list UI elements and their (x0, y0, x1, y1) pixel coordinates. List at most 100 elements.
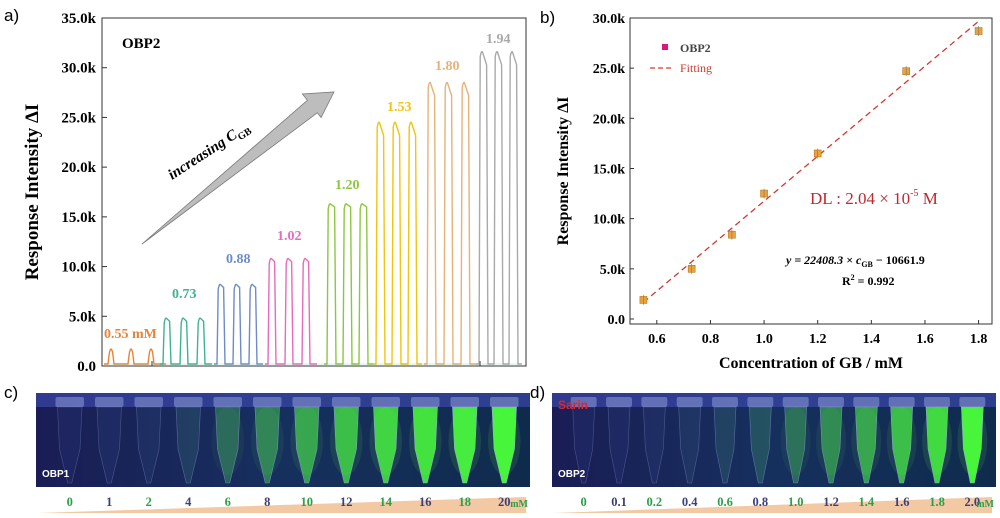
y-tick-label: 30.0k (593, 12, 626, 27)
concentration-label: 12 (340, 495, 353, 509)
concentration-label: 14 (380, 495, 393, 509)
chart-b-frame (629, 17, 993, 325)
x-tick-label: 1.8 (970, 332, 988, 347)
tube-glow (816, 407, 846, 475)
tube (713, 406, 737, 484)
concentration-ramp-d: 0 0.1 0.2 0.4 0.6 0.8 1.0 1.2 1.4 1.6 1.8 2.0mM (554, 495, 995, 513)
concentration-label: 0.6 (717, 495, 733, 509)
y-tick-label: 20.0k (593, 112, 626, 127)
series-label: 1.80 (435, 59, 460, 74)
tube (643, 406, 666, 484)
tube (254, 406, 280, 484)
tube (491, 406, 517, 484)
tube-cap (641, 397, 668, 407)
tube-glow (211, 407, 244, 475)
concentration-unit: mM (976, 499, 994, 510)
trace-series (214, 283, 263, 365)
tube-glow (957, 407, 988, 475)
tube (749, 406, 772, 484)
tube-cap (371, 397, 400, 407)
tube-cap (712, 397, 738, 407)
y-tick-label: 15.0k (61, 210, 96, 226)
trace-series (373, 121, 422, 365)
x-tick-label: 1.0 (755, 332, 773, 347)
concentration-label: 1 (106, 495, 112, 509)
trace-series (104, 348, 166, 365)
legend-label-obp2: OBP2 (680, 41, 711, 55)
chart-a-y-axis-label: Response Intensity ΔI (22, 104, 43, 281)
r-squared: R2 = 0.992 (842, 273, 895, 288)
concentration-label: 20 (498, 495, 511, 509)
tube (678, 406, 701, 484)
y-tick-label: 25.0k (593, 62, 626, 77)
concentration-label: 2 (146, 495, 152, 509)
tube-cap (213, 397, 242, 407)
trace-series (265, 257, 317, 365)
response-trace-chart: 0.0 5.0k 10.0k 15.0k 20.0k 25.0k 30.0k 35.0k 0.… (22, 11, 527, 375)
tube (412, 406, 438, 484)
tube (57, 406, 83, 484)
concentration-unit: mM (510, 499, 528, 510)
tube-cap (924, 397, 950, 407)
series-label: 1.53 (387, 100, 412, 115)
concentration-label: 1.0 (788, 495, 804, 509)
calibration-chart: 0.0 5.0k 10.0k 15.0k 20.0k 25.0k 30.0k 0.6 0.8 1.… (555, 12, 993, 372)
fit-equation: y = 22408.3 × cGB − 10661.9 (784, 253, 925, 269)
fitting-line (642, 20, 980, 303)
x-tick-label: 1.6 (916, 332, 934, 347)
tube (333, 406, 359, 484)
tube-cap (490, 397, 519, 407)
concentration-label: 0 (67, 495, 73, 509)
tube-glow (780, 407, 811, 475)
trace-series (324, 203, 373, 365)
tube-cap (134, 397, 163, 407)
tube-cap (55, 397, 84, 407)
tube (136, 406, 162, 484)
x-tick-label: 1.2 (809, 332, 827, 347)
tube-cap (676, 397, 703, 407)
tube-glow (251, 407, 284, 475)
series-label: 1.02 (277, 229, 302, 244)
tube-glow (488, 407, 521, 475)
tube (819, 406, 843, 484)
tube (215, 406, 241, 484)
series-label: 0.88 (226, 252, 251, 267)
photo-obp2-tubes: Sarin OBP2 (552, 393, 996, 487)
tube (373, 406, 399, 484)
tube (572, 406, 595, 484)
y-tick-label: 5.0k (600, 263, 626, 278)
y-tick-label: 10.0k (593, 213, 626, 228)
photo-background (36, 393, 530, 487)
photo-obp1-tubes: OBP1 (36, 393, 530, 487)
tube-cap (888, 397, 915, 407)
tube-cap (253, 397, 282, 407)
tube-glow (448, 407, 481, 475)
y-tick-label: 20.0k (61, 160, 96, 176)
concentration-ramp-c: 0 1 2 4 6 8 10 12 14 16 18 20 mM (38, 495, 529, 513)
concentration-label: 8 (264, 495, 270, 509)
photo-d-agent-label: Sarin (558, 398, 589, 412)
tube-glow (922, 407, 952, 475)
trace-series (476, 50, 522, 365)
tube-glow (851, 407, 882, 475)
tube (925, 406, 949, 484)
concentration-label: 1.2 (823, 495, 839, 509)
tube (890, 406, 913, 484)
y-tick-label: 10.0k (61, 260, 96, 276)
tube-glow (409, 407, 442, 475)
chart-b-legend: OBP2 Fitting (650, 41, 712, 75)
tube-glow (369, 407, 402, 475)
concentration-label: 1.6 (894, 495, 910, 509)
tube-cap (570, 397, 597, 407)
photo-d-sample-label: OBP2 (558, 469, 586, 480)
x-tick-label: 0.8 (702, 332, 720, 347)
concentration-label: 0.1 (611, 495, 627, 509)
tube-cap (606, 397, 632, 407)
trace-series (424, 81, 476, 365)
svg-text:increasing CGB: increasing CGB (165, 119, 254, 186)
tube-cap (411, 397, 440, 407)
tube-cap (747, 397, 774, 407)
concentration-label: 0.4 (682, 495, 698, 509)
tube (607, 406, 631, 484)
trace-series (160, 317, 212, 365)
